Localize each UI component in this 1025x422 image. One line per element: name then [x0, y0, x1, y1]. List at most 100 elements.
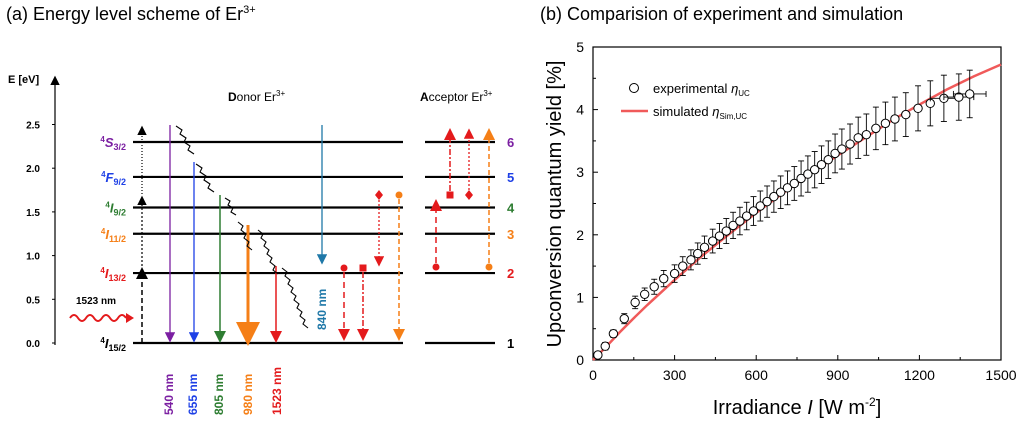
- experimental-point: [913, 103, 923, 114]
- excitation-arrowhead-icon: [126, 313, 134, 323]
- experimental-point: [861, 129, 872, 140]
- energy-tick-label: 0.5: [26, 295, 40, 306]
- experimental-point: [619, 313, 629, 324]
- level-term-label: 4F9/2: [101, 170, 126, 187]
- x-axis-label: Irradiance I [W m-2]: [713, 395, 882, 419]
- energy-tick-label: 2.5: [26, 121, 40, 132]
- energy-axis-label: E [eV]: [8, 74, 40, 86]
- energy-levels: 4I15/2 1 4I13/2 2 4I11/2 3 4I9/2 4 4F9/2 5 4S3/2 6: [100, 135, 515, 353]
- experimental-point: [741, 211, 752, 221]
- y-tick-label: 3: [576, 164, 584, 180]
- level-number-label: 2: [507, 266, 514, 281]
- emission-label: 980 nm: [241, 374, 255, 415]
- experimental-point: [608, 329, 619, 339]
- experimental-point: [707, 236, 718, 246]
- experimental-point: [789, 178, 799, 189]
- experimental-point: [728, 220, 738, 231]
- simulated-line: [592, 63, 1002, 361]
- experimental-point: [755, 201, 765, 211]
- experimental-point: [939, 93, 949, 104]
- x-tick-label: 1200: [904, 367, 935, 383]
- emission-label: 1523 nm: [270, 367, 284, 415]
- level-number-label: 3: [507, 227, 514, 242]
- experimental-point: [816, 159, 827, 170]
- experimental-point: [775, 187, 786, 197]
- x-tick-label: 300: [663, 367, 687, 383]
- experimental-point: [845, 139, 855, 149]
- experimental-point: [714, 231, 725, 241]
- experimental-point: [853, 133, 863, 143]
- nonradiative-cascade-icon: [175, 125, 309, 329]
- legend-simulated-label: simulated ηSim,UC: [653, 104, 747, 121]
- experimental-point: [803, 169, 813, 179]
- y-tick-label: 1: [576, 289, 584, 305]
- level-number-label: 1: [507, 336, 514, 351]
- excitation-label: 1523 nm: [76, 296, 116, 307]
- experimental-point: [925, 98, 935, 109]
- experimental-point: [593, 350, 603, 360]
- experimental-point: [880, 118, 891, 129]
- experimental-point: [630, 297, 640, 308]
- emission-label: 655 nm: [186, 374, 200, 415]
- experimental-point: [796, 173, 806, 184]
- experimental-point: [830, 148, 840, 159]
- experimental-point: [649, 282, 659, 292]
- experimental-point: [890, 114, 900, 124]
- experimental-point: [669, 268, 680, 279]
- experimental-point: [659, 273, 669, 284]
- level-number-label: 6: [507, 135, 514, 150]
- donor-label: Donor Er3+: [228, 89, 285, 104]
- level-term-label: 4I11/2: [101, 227, 126, 244]
- x-tick-label: 1500: [985, 367, 1016, 383]
- energy-level-diagram: E [eV] 0.0 0.5 1.0 1.5 2.0 2.5 Donor Er3+ Acc…: [8, 74, 515, 415]
- experimental-point: [871, 123, 881, 134]
- experimental-point: [762, 196, 772, 207]
- y-tick-label: 2: [576, 227, 584, 243]
- experimental-point: [639, 289, 650, 299]
- acceptor-label: Acceptor Er3+: [420, 89, 493, 104]
- emission-label: 540 nm: [162, 374, 176, 415]
- axis-ticks: 0 300 600 900 1200 1500 0 1 2 3 4 5: [576, 39, 1017, 383]
- experimental-point: [748, 206, 759, 216]
- level-number-label: 5: [507, 170, 514, 185]
- y-tick-label: 0: [576, 352, 584, 368]
- donor-energy-transfer-arrows: [338, 190, 405, 341]
- energy-tick-label: 1.0: [26, 252, 40, 263]
- x-tick-label: 600: [745, 367, 769, 383]
- y-axis-label: Upconversion quantum yield [%]: [544, 61, 566, 348]
- legend-experimental-label: experimental ηUC: [653, 81, 750, 98]
- panel-a-title: (a) Energy level scheme of Er3+: [6, 4, 256, 24]
- emission-wavelength-labels: 540 nm 655 nm 805 nm 980 nm 1523 nm 840 nm: [162, 289, 329, 415]
- simulated-series: [592, 63, 1002, 361]
- acceptor-energy-transfer-arrows: [430, 128, 495, 271]
- experimental-point: [901, 109, 911, 120]
- experimental-point: [769, 191, 779, 202]
- level-term-label: 4I13/2: [100, 266, 126, 283]
- emission-label: 805 nm: [212, 374, 226, 415]
- y-tick-label: 4: [576, 102, 584, 118]
- energy-tick-label: 2.0: [26, 164, 40, 175]
- energy-axis-ticks: 0.0 0.5 1.0 1.5 2.0 2.5: [26, 121, 55, 350]
- x-tick-label: 0: [589, 367, 597, 383]
- legend-experimental-marker: [629, 83, 639, 93]
- experimental-point: [600, 341, 610, 351]
- y-tick-label: 5: [576, 39, 584, 55]
- experimental-point: [686, 255, 696, 265]
- level-term-label: 4I9/2: [105, 201, 126, 218]
- energy-tick-label: 1.5: [26, 208, 40, 219]
- experimental-point: [699, 242, 710, 253]
- level-term-label: 4S3/2: [100, 135, 126, 152]
- experimental-point: [678, 261, 688, 271]
- level-term-label: 4I15/2: [100, 336, 126, 353]
- level-number-label: 4: [507, 201, 515, 216]
- legend: experimental ηUC simulated ηSim,UC: [621, 81, 750, 121]
- excitation-wave-icon: [69, 314, 127, 322]
- experimental-point: [782, 183, 793, 193]
- energy-tick-label: 0.0: [26, 339, 40, 350]
- experimental-point: [735, 216, 745, 226]
- emission-label: 840 nm: [315, 289, 329, 330]
- plot-frame: [592, 46, 1002, 361]
- experimental-point: [823, 154, 833, 165]
- experimental-point: [837, 144, 847, 154]
- x-tick-label: 900: [826, 367, 850, 383]
